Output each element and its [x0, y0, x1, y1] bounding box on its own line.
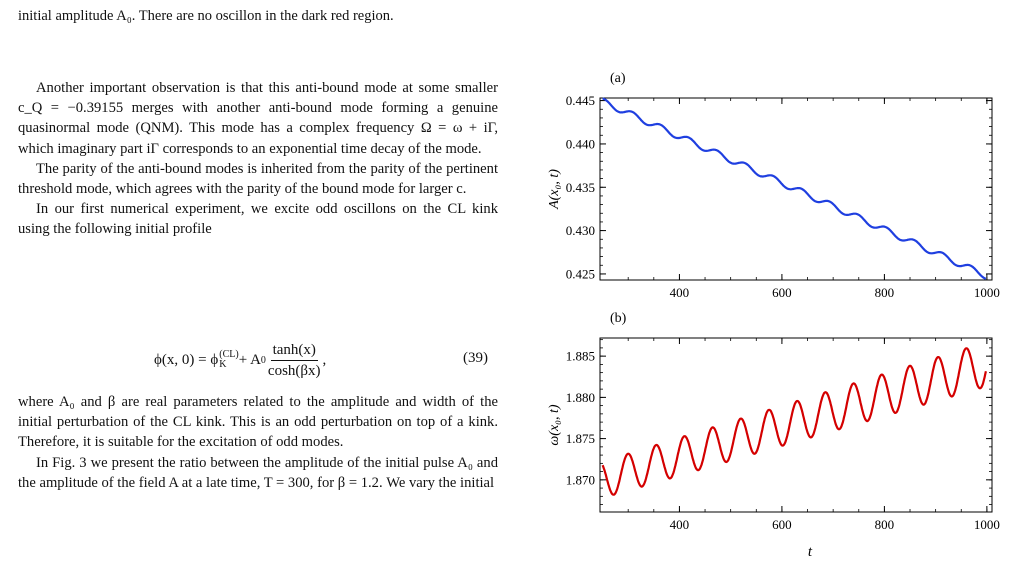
y-tick-label: 1.870: [566, 472, 595, 487]
paragraph: Another important observation is that th…: [18, 80, 498, 157]
eq-fraction: tanh(x) cosh(βx): [268, 341, 321, 380]
y-axis-label: ω(x₀, t): [548, 404, 562, 446]
panel-label-a: (a): [610, 71, 626, 86]
frequency-series-line: [601, 347, 987, 496]
x-tick-label: 800: [875, 517, 895, 532]
y-tick-label: 0.435: [566, 180, 595, 195]
eq-denominator: cosh(βx): [267, 362, 321, 379]
panel-label-b: (b): [610, 311, 627, 326]
x-tick-label: 800: [875, 285, 895, 300]
y-tick-label: 0.445: [566, 93, 595, 108]
panel-b: 400 600 800 1000 1.870 1.875 1.880 1.885 ω(x₀, t…: [548, 337, 1000, 532]
plot-frame: [599, 97, 993, 281]
eq-numerator: tanh(x): [270, 341, 318, 361]
caption-line: initial amplitude A₀. There are no oscil…: [18, 8, 394, 24]
y-tick-label: 1.875: [566, 431, 595, 446]
panel-a: 400 600 800 1000 0.425 0.430 0.435 0.440 0.445 A(…: [548, 93, 1000, 300]
paragraph: In our first numerical experiment, we ex…: [18, 201, 498, 238]
x-axis-label: t: [808, 544, 813, 560]
eq-lhs: ϕ(x, 0) = ϕ: [154, 351, 219, 368]
x-tick-label: 1000: [974, 285, 1000, 300]
eq-sup: (CL): [219, 349, 239, 360]
y-axis-label: A(x₀, t): [548, 169, 562, 210]
paragraph: In Fig. 3 we present the ratio between t…: [18, 454, 498, 491]
x-tick-label: 400: [670, 517, 690, 532]
figure-3: (a) 400 600 800 1000 0.425 0.430 0.435 0.440 0.4…: [548, 71, 1000, 560]
body-column-continued: where A₀ and β are real parameters relat…: [18, 392, 498, 493]
y-tick-label: 0.425: [566, 266, 595, 281]
x-tick-label: 1000: [974, 517, 1000, 532]
eq-mid: + A: [238, 351, 261, 368]
eq-mid-sub: 0: [260, 354, 266, 366]
equation-number: (39): [463, 350, 488, 366]
x-tick-label: 600: [772, 285, 792, 300]
y-tick-label: 0.440: [566, 136, 595, 151]
y-tick-label: 0.430: [566, 223, 595, 238]
paragraph: The parity of the anti-bound modes is in…: [18, 160, 498, 198]
y-tick-label: 1.885: [566, 349, 595, 364]
body-column: Another important observation is that th…: [18, 78, 498, 240]
y-tick-label: 1.880: [566, 390, 595, 405]
amplitude-series-line: [602, 97, 987, 280]
eq-sub: K: [219, 359, 227, 370]
plot-frame: [599, 337, 993, 513]
x-tick-label: 400: [670, 285, 690, 300]
x-tick-label: 600: [772, 517, 792, 532]
paragraph: where A₀ and β are real parameters relat…: [18, 394, 498, 451]
eq-tail: ,: [322, 351, 327, 368]
